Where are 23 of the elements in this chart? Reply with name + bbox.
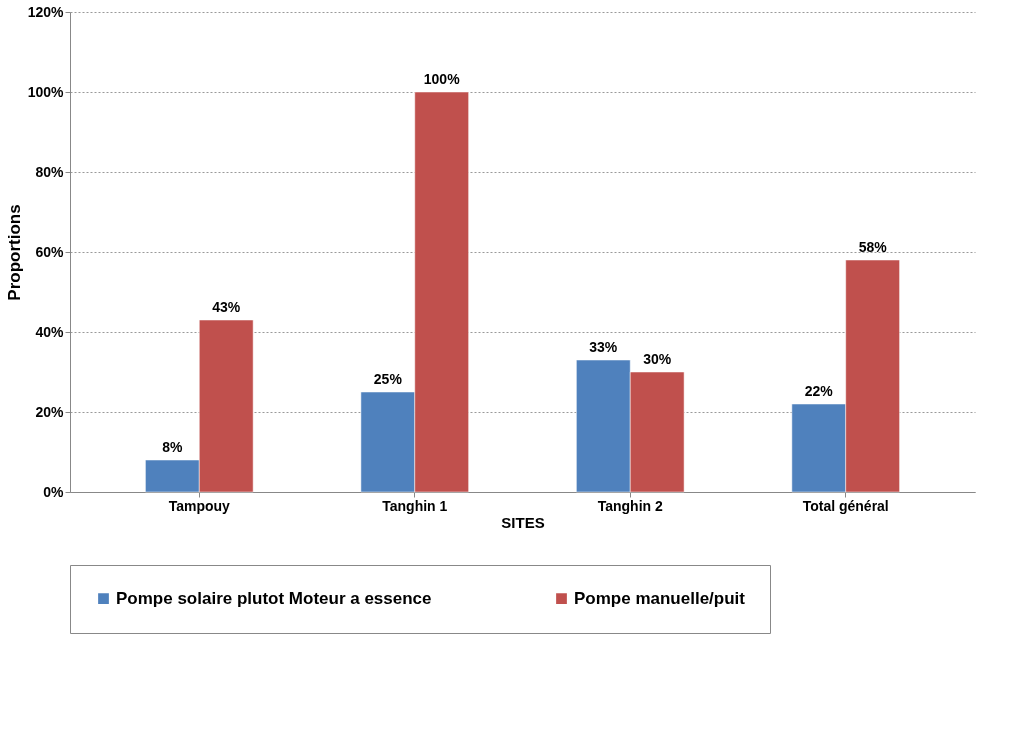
data-label: 22% [804,383,834,399]
data-label: 25% [373,371,403,387]
y-tick-label: 60% [35,243,65,260]
y-tick-label: 0% [43,483,65,500]
data-label: 8% [162,439,184,455]
x-axis-title: SITES [501,513,545,531]
data-label: 100% [423,71,461,87]
data-label: 58% [858,239,888,255]
x-tick-label: Tanghin 1 [382,497,448,514]
data-label: 30% [643,351,672,367]
x-tick-label: Total général [802,497,889,514]
legend-label: Pompe solaire plutot Moteur a essence [116,588,432,608]
legend-label: Pompe manuelle/puit [574,588,746,608]
y-tick-label: 20% [35,403,65,420]
x-tick-label: Tanghin 2 [597,497,663,514]
y-tick-label: 80% [35,163,65,180]
y-axis-title: Proportions [4,204,24,301]
data-label: 43% [212,299,241,315]
y-tick-label: 120% [27,3,65,20]
y-tick-label: 100% [27,83,65,100]
data-label: 33% [589,339,618,355]
x-tick-label: Tampouy [168,497,231,514]
y-tick-label: 40% [35,323,65,340]
